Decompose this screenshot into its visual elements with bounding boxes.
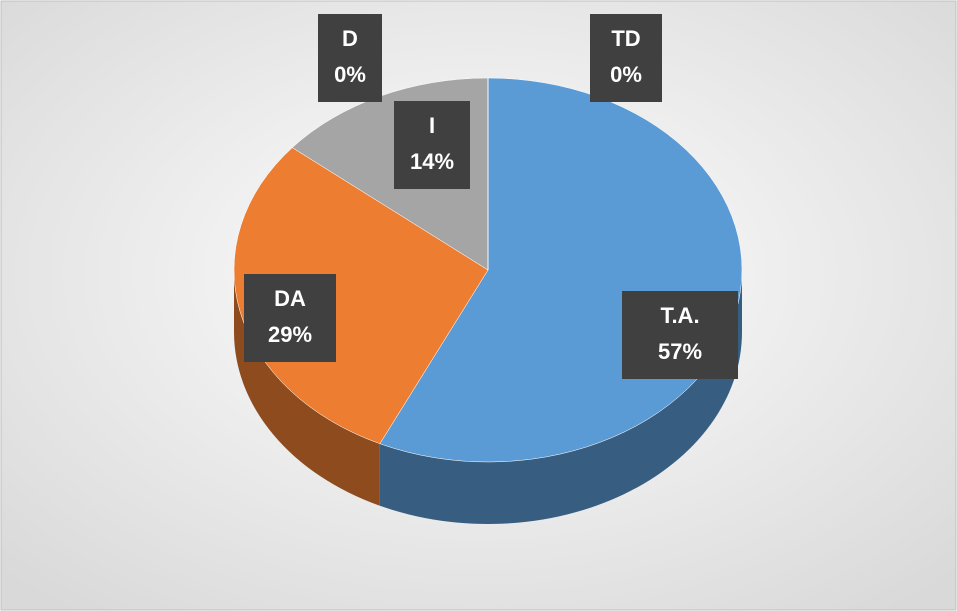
slice — [233, 147, 489, 445]
data-labels: T.A. 57% DA 29% I 14% D 0% TD 0% — [244, 14, 738, 379]
data-label-value: 29% — [268, 322, 312, 347]
data-label-box — [318, 14, 382, 102]
slice-side — [234, 270, 380, 506]
data-label-name: D — [342, 26, 358, 51]
data-label-value: 57% — [658, 339, 702, 364]
data-label-value: 14% — [410, 149, 454, 174]
data-label-box — [394, 101, 470, 189]
data-label-name: TD — [611, 26, 640, 51]
data-label-value: 0% — [610, 62, 642, 87]
data-label-box — [244, 274, 336, 362]
data-label-box — [590, 14, 662, 102]
data-label-value: 0% — [334, 62, 366, 87]
data-label-box — [622, 291, 738, 379]
slice-side — [379, 270, 742, 524]
data-label-name: T.A. — [660, 303, 699, 328]
data-label-name: DA — [274, 286, 306, 311]
data-label-name: I — [429, 113, 435, 138]
